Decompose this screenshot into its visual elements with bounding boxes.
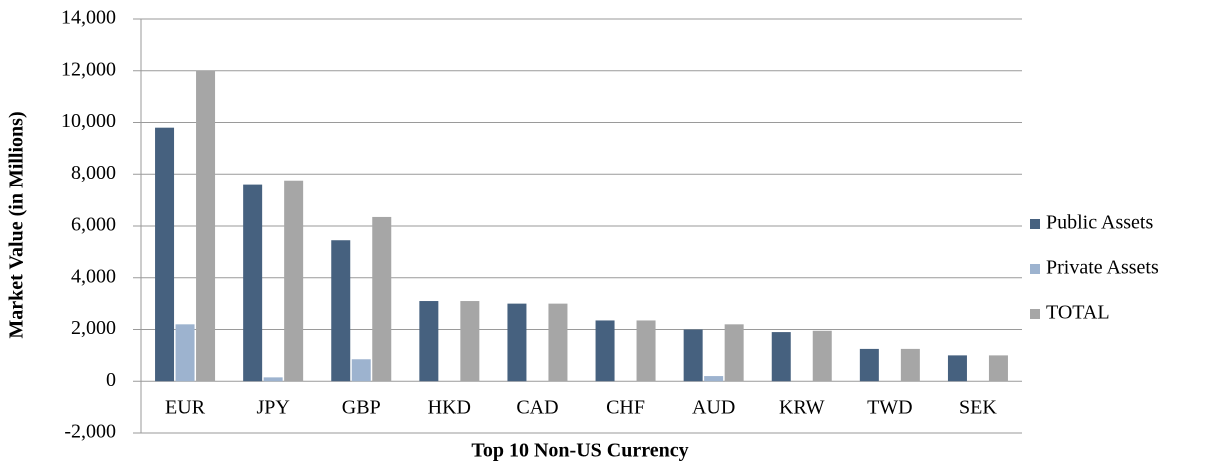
bar [351,359,371,382]
x-tick-label: HKD [428,397,471,419]
bar [419,301,439,382]
x-tick-label: GBP [342,397,381,419]
bar [771,332,791,382]
y-tick-label: -2,000 [64,421,116,443]
bar [243,184,263,382]
bar [263,377,283,382]
bar [155,127,175,382]
bar [507,303,527,382]
bar [175,324,195,382]
bar [284,180,304,382]
bar [947,355,967,382]
legend-swatch [1030,309,1040,319]
bar [988,355,1008,382]
bar [460,301,480,382]
bar [859,348,879,382]
x-tick-label: CAD [516,397,558,419]
y-tick-label: 14,000 [61,7,116,29]
legend-swatch [1030,264,1040,274]
x-tick-label: EUR [165,397,206,419]
legend-label: Public Assets [1046,212,1153,234]
x-tick-label: TWD [867,397,913,419]
y-tick-label: 12,000 [61,58,116,80]
bar [636,320,656,382]
x-tick-label: CHF [606,397,645,419]
bar [372,216,392,382]
bar [812,330,832,382]
y-tick-label: 6,000 [71,214,116,236]
bar [724,324,744,382]
x-tick-label: SEK [959,397,997,419]
legend-swatch [1030,219,1040,229]
bar [595,320,615,382]
x-tick-label: AUD [692,397,735,419]
y-tick-label: 10,000 [61,110,116,132]
y-tick-label: 2,000 [71,317,116,339]
y-tick-label: 8,000 [71,162,116,184]
legend-label: TOTAL [1046,302,1110,324]
bar [548,303,568,382]
bar [331,240,351,382]
y-tick-label: 0 [106,369,116,391]
x-axis-title: Top 10 Non-US Currency [471,440,688,462]
bar [704,376,724,382]
y-axis-title: Market Value (in Millions) [6,111,28,338]
y-tick-label: 4,000 [71,265,116,287]
bar [683,329,703,382]
legend-label: Private Assets [1046,257,1159,279]
x-tick-label: JPY [256,397,289,419]
x-tick-label: KRW [779,397,825,419]
bar [196,70,216,382]
bar [900,348,920,382]
